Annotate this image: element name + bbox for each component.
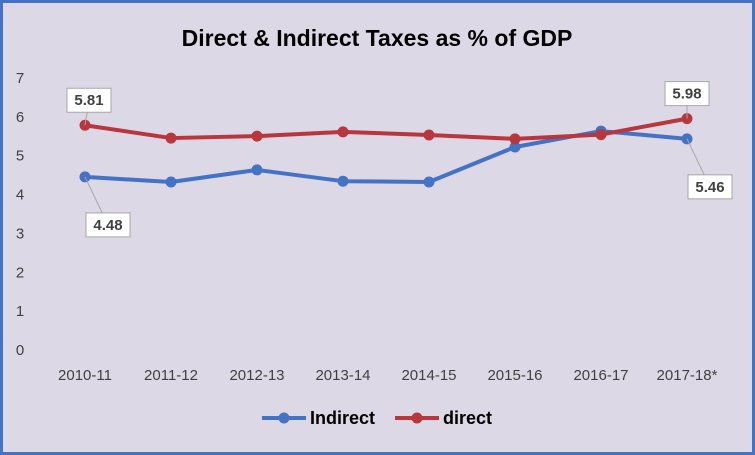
legend-marker (411, 412, 423, 424)
label-box (664, 81, 710, 107)
chart-title: Direct & Indirect Taxes as % of GDP (182, 25, 573, 51)
data-point (423, 129, 435, 141)
y-tick-label: 4 (16, 187, 24, 204)
data-point (509, 141, 521, 153)
x-tick-label: 2017-18* (657, 367, 718, 384)
label-box (687, 174, 733, 200)
data-point (337, 175, 349, 187)
x-tick-label: 2016-17 (573, 367, 628, 384)
x-tick-label: 2014-15 (401, 367, 456, 384)
x-tick-label: 2011-12 (144, 367, 198, 384)
data-point (595, 129, 607, 141)
y-tick-label: 3 (16, 225, 24, 242)
x-tick-label: 2012-13 (229, 367, 284, 384)
data-point (509, 133, 521, 145)
data-point (165, 176, 177, 188)
legend-marker (278, 412, 290, 424)
x-tick-label: 2015-16 (487, 367, 542, 384)
legend-label: Indirect (310, 408, 375, 428)
y-tick-label: 2 (16, 264, 24, 281)
data-point (337, 126, 349, 138)
series-line (84, 116, 688, 141)
y-tick-label: 6 (16, 109, 24, 126)
legend-label: direct (443, 408, 492, 428)
data-label: 4.48 (93, 217, 122, 234)
data-point (423, 176, 435, 188)
x-tick-label: 2013-14 (315, 367, 370, 384)
data-label: 5.46 (695, 179, 724, 196)
y-tick-label: 7 (16, 70, 24, 87)
y-tick-label: 1 (16, 303, 24, 320)
data-point (251, 130, 263, 142)
y-tick-label: 0 (16, 342, 24, 359)
x-tick-label: 2010-11 (58, 367, 112, 384)
data-point (165, 132, 177, 144)
data-label: 5.98 (672, 86, 701, 103)
label-box (85, 212, 131, 238)
data-label: 5.81 (74, 92, 103, 109)
label-box (66, 87, 112, 113)
data-point (251, 164, 263, 176)
y-tick-label: 5 (16, 148, 24, 165)
